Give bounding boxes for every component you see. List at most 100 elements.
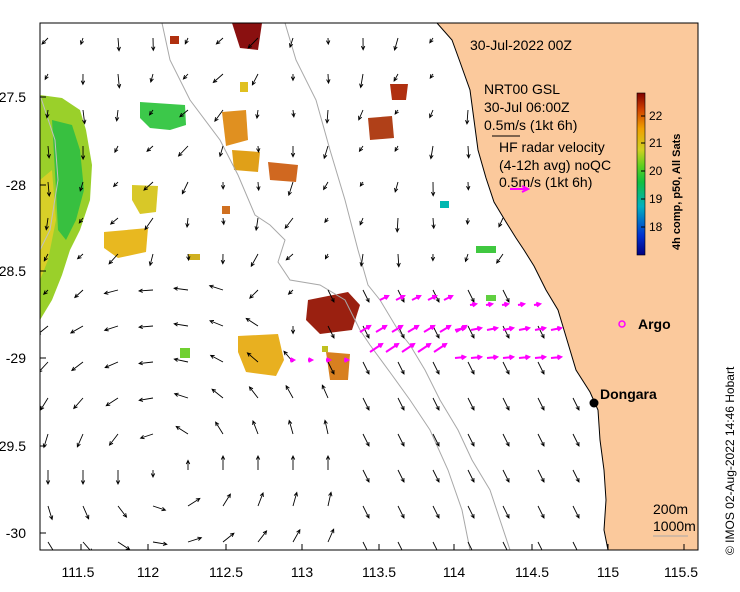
model-current-arrow [257, 530, 268, 543]
model-current-arrow [397, 397, 405, 411]
model-current-arrow [80, 73, 86, 86]
model-current-arrow [432, 541, 440, 550]
model-current-arrow [327, 289, 335, 303]
hf-radar-arrow [395, 294, 406, 301]
model-current-arrow [466, 181, 471, 191]
model-current-arrow [537, 361, 545, 375]
sst-patch-orange-3 [268, 162, 298, 182]
model-current-arrow [323, 145, 329, 160]
model-current-arrow [465, 109, 470, 125]
model-current-arrow [290, 145, 296, 158]
model-current-arrow [249, 289, 259, 299]
model-current-arrow [395, 217, 400, 233]
hf-radar-arrow [407, 324, 420, 333]
model-current-arrow [464, 253, 469, 263]
sst-patch-speck-3 [222, 206, 230, 214]
model-current-arrow [79, 37, 85, 46]
model-current-arrow [502, 361, 510, 375]
sst-patch-west-core [52, 120, 84, 240]
model-title: NRT00 GSL [484, 81, 560, 97]
model-current-arrow [152, 505, 167, 512]
model-current-arrow [114, 145, 119, 154]
model-time: 30-Jul 06:00Z [484, 99, 570, 115]
argo-marker [618, 320, 626, 328]
hf-radar-arrow [344, 357, 351, 363]
y-tick-label: -28.5 [0, 263, 26, 279]
model-current-arrow [321, 384, 329, 399]
model-current-arrow [115, 470, 121, 486]
model-current-arrow [502, 397, 510, 411]
hf-radar-arrow [454, 325, 468, 332]
sst-patch-green [140, 102, 186, 130]
sst-patch-brown-2 [390, 84, 408, 100]
model-current-arrow [467, 433, 475, 447]
colorbar-label: 4h comp, p50, All Sats [671, 134, 683, 250]
x-tick-label: 115.5 [664, 564, 698, 580]
radar-scale: 0.5m/s (1kt 6h) [499, 174, 592, 190]
model-current-arrow [537, 469, 545, 483]
model-current-arrow [537, 541, 545, 550]
model-current-arrow [393, 73, 399, 82]
model-current-arrow [432, 505, 440, 519]
model-current-arrow [502, 505, 510, 519]
model-current-arrow [358, 109, 364, 121]
model-current-arrow [359, 253, 364, 268]
model-current-arrow [467, 397, 475, 411]
model-current-arrow [173, 322, 189, 327]
model-current-arrow [150, 470, 156, 479]
model-current-arrow [537, 505, 545, 519]
model-current-arrow [116, 73, 122, 89]
hf-radar-arrow [417, 342, 432, 353]
sst-patch-speck-4 [188, 254, 200, 260]
model-current-arrow [291, 109, 296, 118]
model-current-arrow [257, 491, 264, 507]
model-current-arrow [148, 109, 154, 116]
model-current-arrow [212, 73, 224, 84]
model-current-arrow [173, 357, 189, 363]
model-current-arrow [46, 181, 52, 197]
sst-patch-speck-1 [170, 36, 179, 44]
model-current-arrow [80, 470, 86, 486]
model-current-arrow [114, 109, 120, 122]
x-tick-label: 114 [443, 564, 466, 580]
y-tick-label: -27.5 [0, 89, 26, 105]
model-current-arrow [498, 217, 504, 228]
model-current-arrow [362, 325, 370, 339]
model-current-arrow [362, 433, 370, 447]
model-current-arrow [220, 454, 226, 470]
hf-radar-arrow [534, 325, 548, 332]
hf-radar-arrow [486, 354, 500, 361]
place-argo: Argo [618, 316, 671, 332]
model-current-arrow [287, 289, 294, 295]
model-current-arrow [187, 497, 201, 507]
model-current-arrow [80, 145, 86, 161]
model-current-arrow [537, 433, 545, 447]
model-current-arrow [247, 37, 259, 49]
isobath-200m [284, 23, 511, 550]
model-current-arrow [46, 145, 51, 159]
hf-radar-arrow [401, 342, 416, 353]
model-current-arrow [47, 541, 56, 550]
hf-radar-arrow [485, 301, 495, 308]
model-current-arrow [431, 217, 436, 230]
model-current-arrow [137, 288, 154, 293]
model-current-arrow [362, 505, 370, 519]
hf-radar-vectors [290, 294, 564, 363]
hf-radar-arrow [443, 294, 454, 301]
model-current-arrow [117, 505, 128, 518]
model-current-arrow [103, 289, 119, 295]
model-current-arrow [292, 528, 301, 543]
model-current-arrow [324, 217, 329, 224]
map-title: 30-Jul-2022 00Z [470, 37, 572, 53]
model-current-arrow [209, 354, 224, 363]
colorbar-tick: 19 [649, 192, 663, 206]
model-current-arrow [396, 253, 401, 268]
model-current-arrow [292, 491, 298, 507]
hf-radar-arrow [359, 324, 372, 333]
model-current-arrow [43, 253, 49, 262]
model-current-arrow [112, 181, 119, 188]
model-current-arrow [103, 325, 119, 332]
colorbar-tick: 21 [649, 136, 663, 150]
model-current-arrow [252, 419, 259, 435]
model-current-arrow [71, 361, 84, 372]
